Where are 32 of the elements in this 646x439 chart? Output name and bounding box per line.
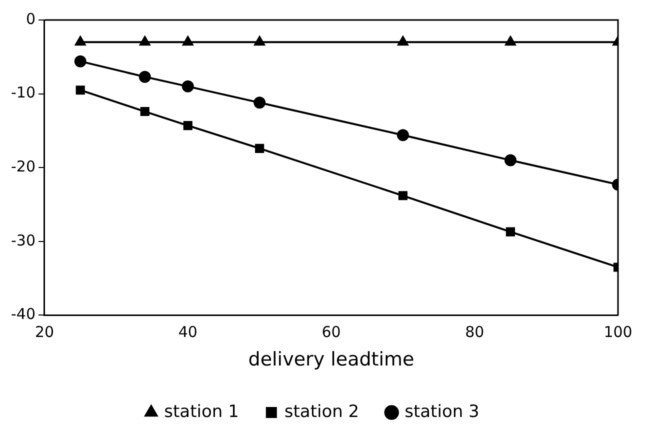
point <box>74 55 86 68</box>
legend-label: station 2 <box>284 402 360 422</box>
legend-label: station 1 <box>164 402 239 422</box>
point <box>398 191 408 200</box>
point <box>182 80 194 92</box>
y-tick-label: -30 <box>11 231 36 250</box>
point <box>506 227 516 236</box>
x-tick-label: 60 <box>322 323 341 342</box>
x-tick-label: 20 <box>34 323 54 342</box>
point <box>183 121 192 130</box>
point <box>254 36 265 46</box>
point <box>75 36 86 46</box>
point <box>396 129 409 142</box>
point <box>138 70 151 83</box>
point <box>182 36 194 46</box>
x-tick-label: 40 <box>178 323 198 342</box>
legend-label: station 3 <box>404 402 480 422</box>
y-tick-label: -10 <box>11 84 36 102</box>
x-tick-label: 80 <box>465 323 484 342</box>
point <box>140 106 150 116</box>
y-tick-label: 0 <box>26 10 36 28</box>
point <box>140 36 150 46</box>
y-tick-label: -40 <box>11 305 36 324</box>
x-tick-label: 100 <box>604 323 632 342</box>
point <box>504 154 516 166</box>
point <box>254 96 266 109</box>
point <box>255 144 264 153</box>
y-tick-label: -20 <box>11 157 36 176</box>
point <box>398 36 408 46</box>
x-axis-title: delivery leadtime <box>248 348 414 371</box>
point <box>505 36 516 46</box>
point <box>76 86 85 95</box>
